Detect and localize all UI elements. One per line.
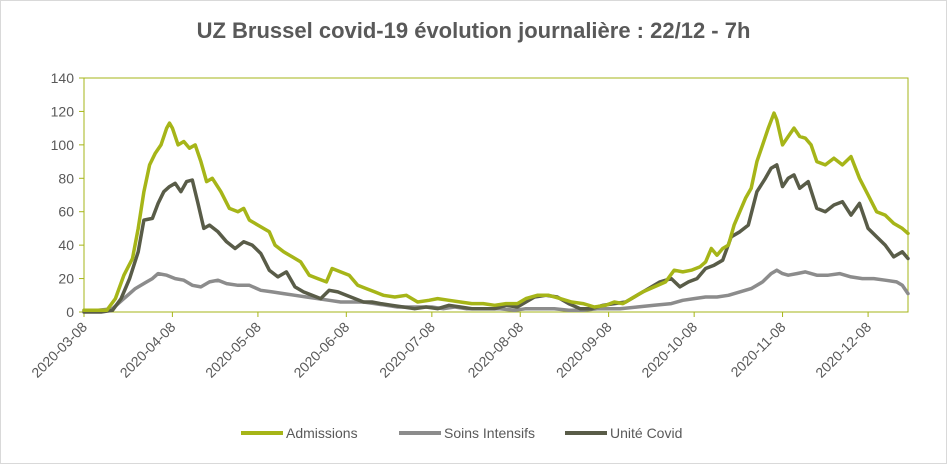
x-tick-label: 2020-07-08	[376, 319, 438, 381]
x-tick-label: 2020-09-08	[553, 319, 615, 381]
chart-title: UZ Brussel covid-19 évolution journalièr…	[196, 18, 751, 43]
x-tick-label: 2020-08-08	[464, 319, 526, 381]
series-line-0	[82, 111, 910, 313]
y-tick-label: 120	[51, 103, 75, 119]
x-tick-label: 2020-06-08	[290, 319, 352, 381]
legend-label: Admissions	[286, 425, 358, 441]
x-tick-label: 2020-11-08	[727, 319, 788, 380]
y-tick-label: 100	[51, 137, 75, 153]
plot-area-border	[83, 77, 909, 313]
x-tick-label: 2020-05-08	[202, 319, 264, 381]
x-tick-label: 2020-04-08	[117, 319, 179, 381]
x-tick-label: 2020-03-08	[28, 319, 90, 381]
y-tick-label: 20	[58, 271, 74, 287]
x-tick-label: 2020-12-08	[812, 319, 874, 381]
y-tick-label: 60	[58, 204, 74, 220]
x-tick-label: 2020-10-08	[638, 319, 700, 381]
y-tick-label: 80	[58, 170, 74, 186]
legend-label: Soins Intensifs	[444, 425, 535, 441]
y-tick-label: 140	[51, 70, 75, 86]
series-line-2	[82, 163, 910, 314]
y-tick-label: 40	[58, 237, 74, 253]
legend-label: Unité Covid	[610, 425, 682, 441]
y-tick-label: 0	[66, 304, 74, 320]
